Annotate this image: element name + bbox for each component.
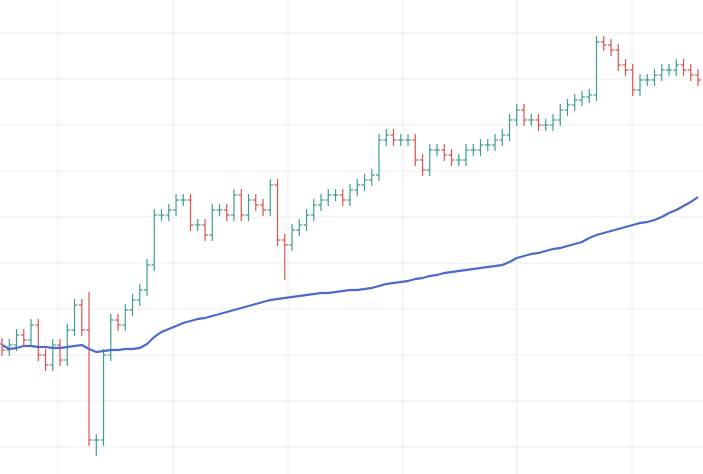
moving-average-line (1, 196, 699, 354)
